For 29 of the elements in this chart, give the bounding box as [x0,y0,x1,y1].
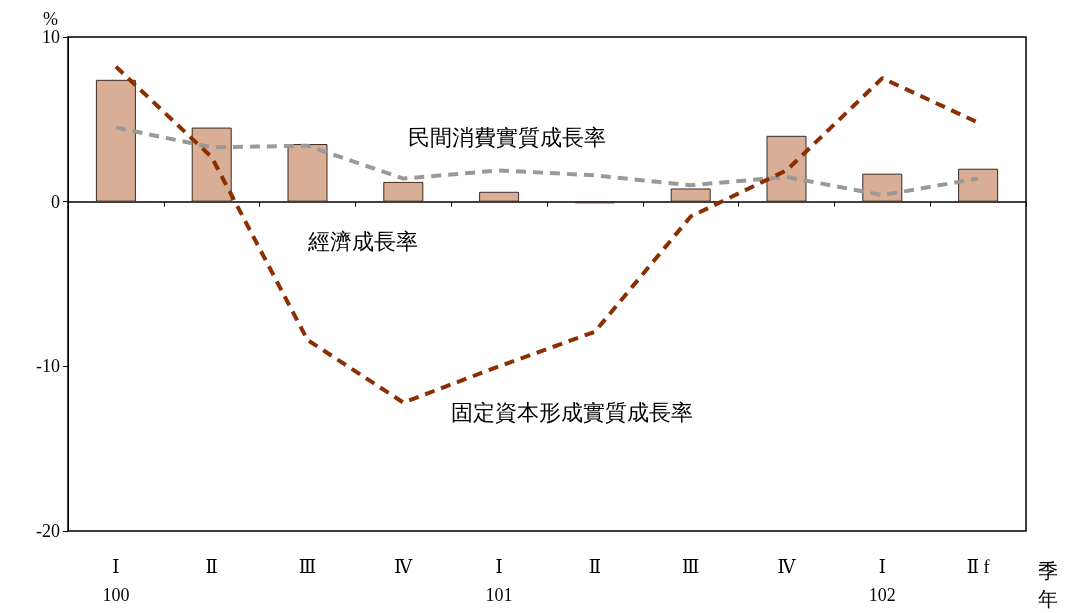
bar [95,79,136,202]
x-tick-label: Ⅱ f [966,557,990,577]
x-tick-label: Ⅲ [682,557,700,577]
bar [862,173,903,202]
y-axis-title: % [43,9,58,30]
y-tick-label: 0 [51,191,60,212]
y-tick-label: -10 [36,356,60,377]
bar [670,188,711,202]
bar [479,191,520,202]
x-axis-title: 季年 [1038,560,1058,610]
x-tick-label: Ⅱ [205,557,218,577]
bar [766,135,807,202]
line-series [113,125,981,198]
x-tick-label: Ⅳ [777,557,797,577]
y-tick-label: -20 [36,521,60,541]
bar [383,181,424,202]
series-label: 固定資本形成實質成長率 [451,399,694,425]
y-tick-label: 10 [42,27,60,47]
bar [287,144,328,202]
x-tick-label: Ⅰ 102 [868,557,896,605]
bar [191,127,232,202]
x-tick-label: Ⅲ [298,557,317,577]
x-tick-label: Ⅱ [588,557,602,577]
x-tick-label: Ⅰ 101 [485,557,513,605]
x-tick-label: Ⅰ 100 [102,557,130,605]
x-tick-label: Ⅳ [394,557,414,577]
series-label: 經濟成長率 [306,228,418,254]
series-label: 民間消費實質成長率 [408,124,607,150]
bar [958,168,999,202]
